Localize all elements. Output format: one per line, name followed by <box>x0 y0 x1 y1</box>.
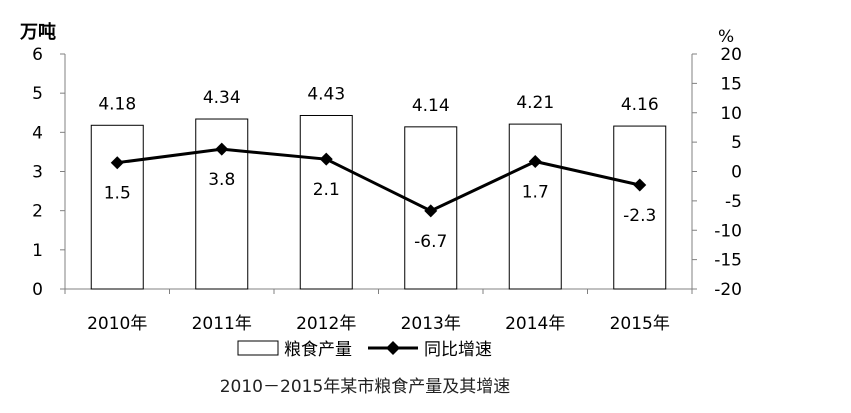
bar <box>508 123 562 290</box>
legend-swatch-bar <box>237 340 279 356</box>
y-left-tick-label: 6 <box>32 45 43 65</box>
legend-label-line: 同比增速 <box>424 340 492 360</box>
line-value-label: -6.7 <box>414 232 447 252</box>
bar-value-label: 4.43 <box>307 84 345 104</box>
x-tick-label: 2012年 <box>296 314 356 334</box>
bar-value-label: 4.18 <box>98 94 136 114</box>
bar-value-label: 4.16 <box>621 95 659 115</box>
line-value-label: 2.1 <box>313 180 340 200</box>
x-tick-label: 2015年 <box>610 314 670 334</box>
y-right-tick-label: 15 <box>720 74 742 94</box>
y-right-tick-label: 20 <box>720 45 742 65</box>
y-right-tick-label: -15 <box>714 251 742 271</box>
y-right-tick-label: -10 <box>714 221 742 241</box>
y-left-tick-label: 3 <box>32 163 43 183</box>
bar <box>90 124 144 290</box>
legend-label-bar: 粮食产量 <box>284 340 352 360</box>
y-left-tick-label: 5 <box>32 84 43 104</box>
line-point <box>215 142 229 156</box>
line-point <box>424 204 438 218</box>
bar <box>613 125 667 290</box>
y-right-axis-label: % <box>718 27 734 47</box>
y-right-tick-label: 10 <box>720 104 742 124</box>
legend-marker <box>386 341 400 355</box>
line-point <box>110 156 124 170</box>
bar <box>404 126 458 290</box>
bar-value-label: 4.14 <box>412 96 450 116</box>
x-tick-label: 2011年 <box>192 314 252 334</box>
y-right-tick-label: 5 <box>731 133 742 153</box>
chart-caption: 2010－2015年某市粮食产量及其增速 <box>219 377 511 397</box>
y-left-tick-label: 2 <box>32 202 43 222</box>
y-left-axis-label: 万吨 <box>19 21 56 43</box>
y-right-tick-label: 0 <box>731 163 742 183</box>
y-left-tick-label: 0 <box>32 280 43 300</box>
line-value-label: 1.5 <box>104 184 131 204</box>
x-tick-label: 2014年 <box>505 314 565 334</box>
y-left-tick-label: 4 <box>32 123 43 143</box>
growth-line <box>117 147 641 213</box>
line-value-label: -2.3 <box>623 206 656 226</box>
line-point <box>319 152 333 166</box>
bar-value-label: 4.34 <box>203 88 241 108</box>
line-value-label: 1.7 <box>522 183 549 203</box>
bar-value-label: 4.21 <box>516 93 554 113</box>
y-left-tick-label: 1 <box>32 241 43 261</box>
x-tick-label: 2013年 <box>401 314 461 334</box>
y-right-tick-label: -20 <box>714 280 742 300</box>
y-right-tick-label: -5 <box>725 192 742 212</box>
x-tick-label: 2010年 <box>87 314 147 334</box>
line-point <box>633 178 647 192</box>
line-value-label: 3.8 <box>208 170 235 190</box>
bar <box>299 114 353 290</box>
line-point <box>528 155 542 169</box>
